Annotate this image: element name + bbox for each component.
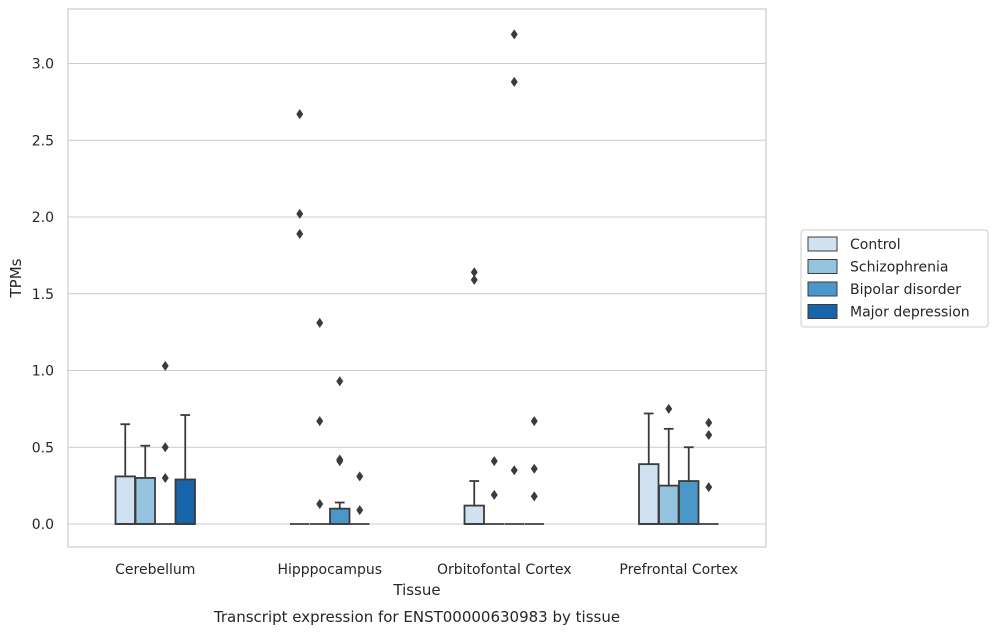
legend-label: Schizophrenia <box>850 260 948 276</box>
boxes <box>114 29 719 525</box>
legend-entry: Bipolar disorder <box>807 281 961 298</box>
box-control <box>463 267 485 525</box>
box-body <box>638 463 660 525</box>
x-axis-label: Tissue <box>392 581 440 599</box>
y-tick-label: 1.5 <box>32 287 54 303</box>
outlier-point <box>336 376 344 387</box>
outlier-point <box>490 489 498 500</box>
y-tick-label: 3.0 <box>32 57 54 73</box>
legend-entry: Schizophrenia <box>807 259 948 276</box>
x-tick-label: Prefrontal Cortex <box>619 562 738 578</box>
plot-frame <box>67 8 767 548</box>
box-major-depression <box>699 417 719 525</box>
outlier-point <box>296 208 304 219</box>
outlier-point <box>490 456 498 467</box>
outlier-point <box>510 76 518 87</box>
outlier-point <box>161 442 169 453</box>
legend-swatch <box>807 281 838 297</box>
outlier-point <box>296 109 304 120</box>
box-schizophrenia <box>134 444 156 525</box>
outlier-point <box>705 429 713 440</box>
legend-frame <box>800 229 989 328</box>
box-schizophrenia <box>484 456 504 525</box>
x-tick-labels: Cerebellum Hipppocampus Orbitofontal Corte… <box>115 562 738 578</box>
y-tick-label: 0.5 <box>32 440 54 456</box>
x-tick-label: Hipppocampus <box>277 562 382 578</box>
box-body <box>658 484 680 525</box>
outlier-point <box>356 471 364 482</box>
box-body <box>174 478 196 525</box>
legend-swatch <box>807 259 838 274</box>
box-bipolar-disorder <box>504 29 524 525</box>
box-bipolar-disorder <box>678 446 700 525</box>
box-schizophrenia <box>310 317 330 525</box>
legend-entry: Major depression <box>807 304 970 321</box>
box-schizophrenia <box>658 403 680 525</box>
box-body <box>134 477 156 525</box>
legend-entry: Control <box>807 236 901 253</box>
legend: Control Schizophrenia Bipolar disorder Majo… <box>800 229 989 328</box>
legend-label: Bipolar disorder <box>850 282 961 298</box>
box-control <box>638 412 660 525</box>
x-tick-label: Cerebellum <box>115 562 195 578</box>
outlier-point <box>530 463 538 474</box>
outlier-point <box>705 417 713 428</box>
outlier-point <box>356 505 364 516</box>
box-major-depression <box>350 471 370 525</box>
outlier-point <box>510 29 518 40</box>
outlier-point <box>705 482 713 493</box>
outlier-point <box>161 360 169 371</box>
legend-swatch <box>807 304 838 319</box>
box-major-depression <box>524 416 544 525</box>
box-control <box>114 423 136 525</box>
outlier-point <box>161 472 169 483</box>
outlier-point <box>470 267 478 278</box>
box-body <box>463 504 485 525</box>
grid-lines <box>68 63 766 525</box>
outlier-point <box>510 465 518 476</box>
outlier-point <box>530 416 538 427</box>
legend-items: Control Schizophrenia Bipolar disorder Majo… <box>807 236 970 321</box>
outlier-point <box>316 317 324 328</box>
legend-label: Major depression <box>850 305 970 321</box>
box-body <box>114 475 136 525</box>
x-tick-label: Orbitofontal Cortex <box>437 562 572 578</box>
outlier-point <box>316 499 324 510</box>
box-major-depression <box>174 414 196 525</box>
outlier-point <box>336 456 344 467</box>
box-bipolar-disorder <box>155 360 175 525</box>
chart-title: Transcript expression for ENST0000063098… <box>213 608 620 626</box>
y-tick-labels: 0.0 0.5 1.0 1.5 2.0 2.5 3.0 <box>32 57 54 534</box>
y-tick-label: 1.0 <box>32 364 54 380</box>
outlier-point <box>530 491 538 502</box>
y-tick-label: 2.0 <box>32 210 54 226</box>
box-body <box>678 480 700 525</box>
outlier-point <box>665 403 673 414</box>
outlier-point <box>296 228 304 239</box>
box-body <box>329 507 351 525</box>
box-control <box>290 109 310 525</box>
y-axis-label: TPMs <box>7 258 25 298</box>
outlier-point <box>316 416 324 427</box>
outlier-point <box>470 274 478 285</box>
y-tick-label: 2.5 <box>32 133 54 149</box>
plot-border <box>67 8 767 548</box>
legend-swatch <box>807 236 838 252</box>
box-bipolar-disorder <box>329 376 351 525</box>
y-tick-label: 0.0 <box>32 517 54 533</box>
legend-label: Control <box>850 237 901 253</box>
